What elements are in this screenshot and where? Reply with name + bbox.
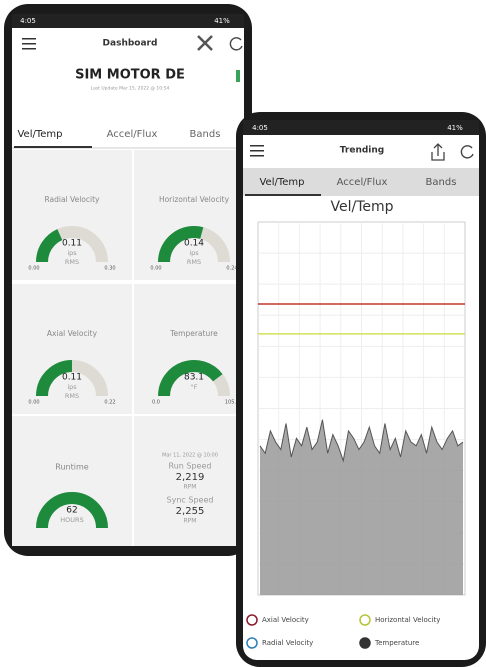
status-time: 4:05 <box>20 17 36 25</box>
gauge-value: 0.11 <box>62 239 82 249</box>
menu-icon[interactable] <box>250 155 264 157</box>
gauge-unit: RMS <box>65 392 79 400</box>
gauge-min: 0.00 <box>28 266 39 272</box>
gauge-unit: °F <box>191 383 198 391</box>
speed-sync-value: 2,255 <box>176 506 205 517</box>
gauge-max: 0.24 <box>226 266 237 272</box>
page: { "back_phone": { "status": {"time": "4:… <box>0 0 486 667</box>
menu-icon[interactable] <box>22 43 36 45</box>
tab[interactable]: Accel/Flux <box>337 177 388 188</box>
status-bar <box>243 120 479 135</box>
gauge-label: Axial Velocity <box>47 329 98 338</box>
gauge-value: 0.11 <box>62 373 82 383</box>
last-update: Last Update Mar 15, 2022 @ 10:54 <box>91 86 170 92</box>
tab[interactable]: Vel/Temp <box>17 129 62 140</box>
speed-run-label: Run Speed <box>169 462 212 471</box>
tab[interactable]: Vel/Temp <box>259 177 304 188</box>
status-bar <box>12 14 244 28</box>
legend-label: Temperature <box>374 639 419 647</box>
gauge-unit: RMS <box>187 258 201 266</box>
legend-swatch <box>247 638 257 648</box>
gauge-max: 0.30 <box>104 266 115 272</box>
menu-icon[interactable] <box>22 48 36 50</box>
tab-underline <box>14 146 92 148</box>
status-time: 4:05 <box>252 124 268 132</box>
header-title: Trending <box>340 146 384 156</box>
gauge-value: 83.1 <box>184 373 204 383</box>
legend-swatch <box>247 615 257 625</box>
gauge-unit: RMS <box>65 258 79 266</box>
asset-name: SIM MOTOR DE <box>75 68 185 83</box>
status-battery: 41% <box>214 17 230 25</box>
tab[interactable]: Accel/Flux <box>107 129 158 140</box>
status-battery: 41% <box>447 124 463 132</box>
gauge-value: 0.14 <box>184 239 204 249</box>
menu-icon[interactable] <box>22 38 36 40</box>
runtime-unit: HOURS <box>60 516 83 524</box>
tab-underline <box>245 194 321 196</box>
runtime-label: Runtime <box>55 463 88 472</box>
menu-icon[interactable] <box>250 150 264 152</box>
gauge-label: Temperature <box>169 329 218 338</box>
gauge-unit: ips <box>67 249 77 257</box>
legend-label: Axial Velocity <box>262 616 309 624</box>
gauge-unit: ips <box>189 249 199 257</box>
runtime-value: 62 <box>66 506 77 516</box>
speed-date: Mar 11, 2022 @ 10:00 <box>162 453 218 459</box>
tab[interactable]: Bands <box>190 129 221 140</box>
screenshot: 4:05 41% Dashboard SIM MOTOR DE Last Update … <box>0 0 486 667</box>
legend-swatch <box>360 615 370 625</box>
gauge-min: 0.00 <box>28 400 39 406</box>
speed-sync-label: Sync Speed <box>167 496 214 505</box>
status-icon <box>236 70 240 82</box>
gauge-unit: ips <box>67 383 77 391</box>
gauge-label: Radial Velocity <box>45 195 101 204</box>
gauge-label: Horizontal Velocity <box>159 195 230 204</box>
gauge-min: 0.0 <box>152 400 160 406</box>
chart-title: Vel/Temp <box>330 199 393 215</box>
tile <box>12 416 132 546</box>
legend-label: Radial Velocity <box>262 639 313 647</box>
tab[interactable]: Bands <box>426 177 457 188</box>
gauge-max: 0.22 <box>104 400 115 406</box>
speed-run-value: 2,219 <box>176 472 205 483</box>
header-title: Dashboard <box>103 39 158 49</box>
legend-swatch <box>360 638 370 648</box>
speed-sync-unit: RPM <box>184 518 197 525</box>
gauge-min: 0.00 <box>150 266 161 272</box>
menu-icon[interactable] <box>250 145 264 147</box>
speed-run-unit: RPM <box>184 484 197 491</box>
legend-label: Horizontal Velocity <box>375 616 440 624</box>
